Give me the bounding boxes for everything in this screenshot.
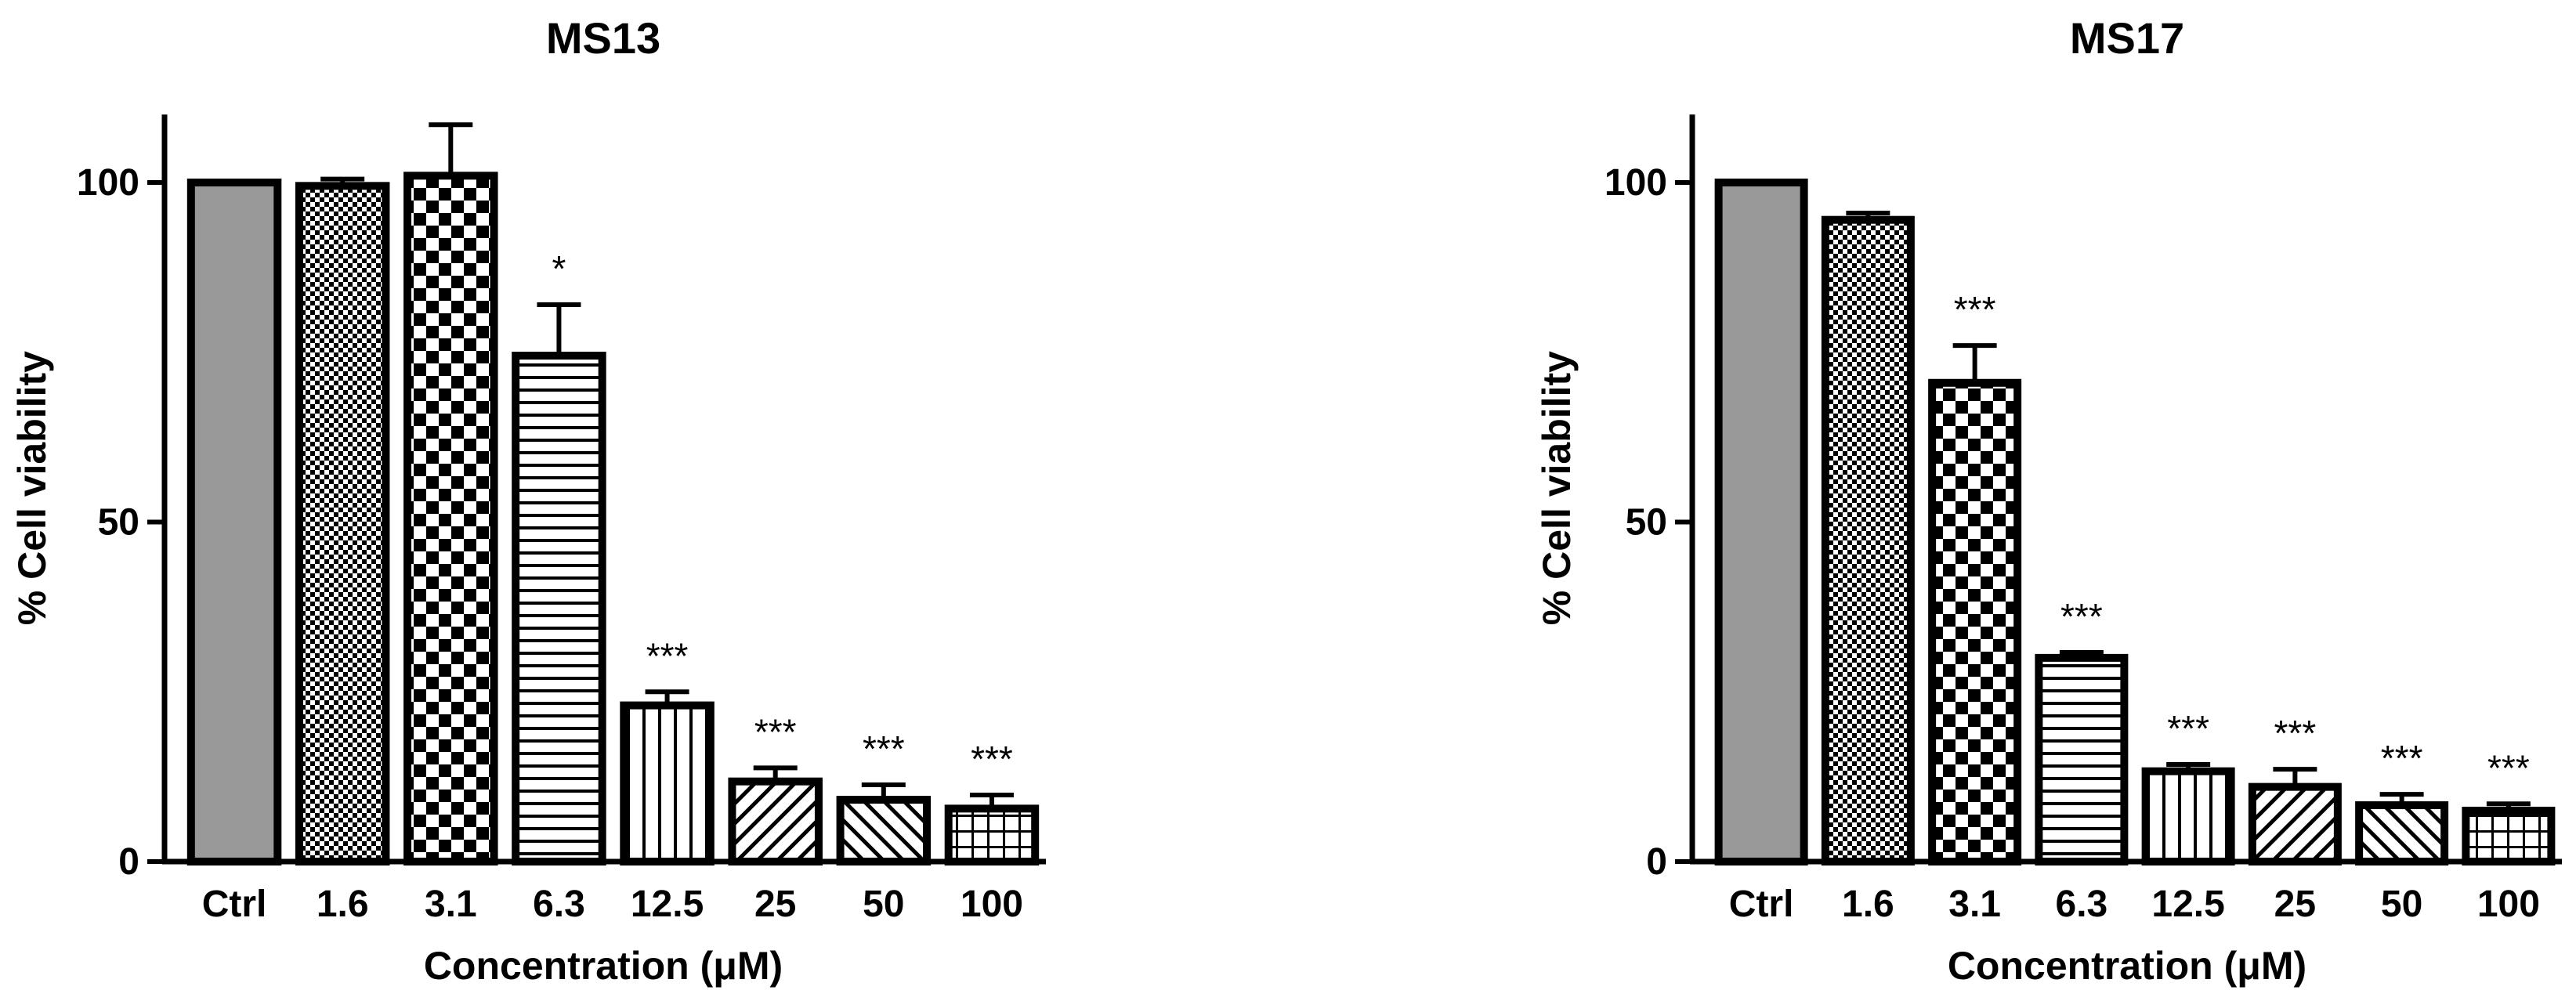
significance-label: * [552,248,566,289]
bar-6-3 [512,352,606,865]
significance-label: *** [2381,738,2423,779]
bar-Ctrl [1714,179,1808,865]
significance-label: *** [863,728,905,769]
bar-12-5 [2141,767,2235,866]
bar-3-1 [403,172,498,865]
bar-12-5 [620,701,715,866]
chart-panel-ms17: MS17 0 50 100 % Cell viability Ctrl 1.6 *** 3.1 *… [1535,13,2562,988]
x-tick-label: 100 [961,884,1023,925]
y-axis-label: % Cell viability [10,351,54,625]
bar-3-1 [1928,378,2022,865]
x-tick-label: 1.6 [1842,884,1894,925]
x-tick-label: 100 [2477,884,2540,925]
y-axis-label: % Cell viability [1535,351,1579,625]
bar-50 [2355,801,2449,865]
y-tick-label: 0 [1646,841,1667,883]
significance-label: *** [1954,289,1996,330]
significance-label: *** [754,711,797,752]
y-tick-label: 100 [77,162,139,204]
significance-label: *** [2487,747,2530,788]
y-tick-label: 0 [118,841,139,883]
y-tick-label: 50 [98,502,139,544]
y-tick-label: 50 [1626,502,1667,544]
chart-title: MS13 [546,13,660,63]
bar-100 [944,804,1040,866]
chart-panel-ms13: MS13 0 50 100 % Cell viability Ctrl 1.6 3.1 * 6.3… [10,13,1046,988]
chart-title: MS17 [2070,13,2184,63]
x-tick-label: 3.1 [425,884,477,925]
bar-100 [2462,806,2556,865]
x-axis-label: Concentration (μM) [424,944,783,988]
x-tick-label: Ctrl [202,884,267,925]
x-tick-label: 25 [754,884,796,925]
significance-label: *** [2167,708,2209,749]
x-tick-label: 6.3 [533,884,585,925]
bar-1-6 [295,182,390,865]
x-tick-label: 12.5 [2151,884,2224,925]
x-tick-label: 50 [2381,884,2422,925]
bar-6-3 [2035,653,2129,866]
x-axis-label: Concentration (μM) [1948,944,2306,988]
bar-25 [728,777,823,865]
x-tick-label: 50 [863,884,904,925]
x-tick-label: 6.3 [2056,884,2108,925]
x-tick-label: Ctrl [1729,884,1794,925]
significance-label: *** [646,635,689,676]
significance-label: *** [2274,713,2317,753]
y-tick-label: 100 [1605,162,1667,204]
bar-50 [836,796,932,866]
bar-1-6 [1821,215,1915,865]
x-tick-label: 12.5 [631,884,704,925]
x-tick-label: 3.1 [1948,884,2001,925]
significance-label: *** [971,739,1013,779]
bar-25 [2248,782,2342,866]
significance-label: *** [2060,596,2103,637]
x-tick-label: 25 [2274,884,2316,925]
x-tick-label: 1.6 [317,884,369,925]
bar-Ctrl [186,179,282,865]
